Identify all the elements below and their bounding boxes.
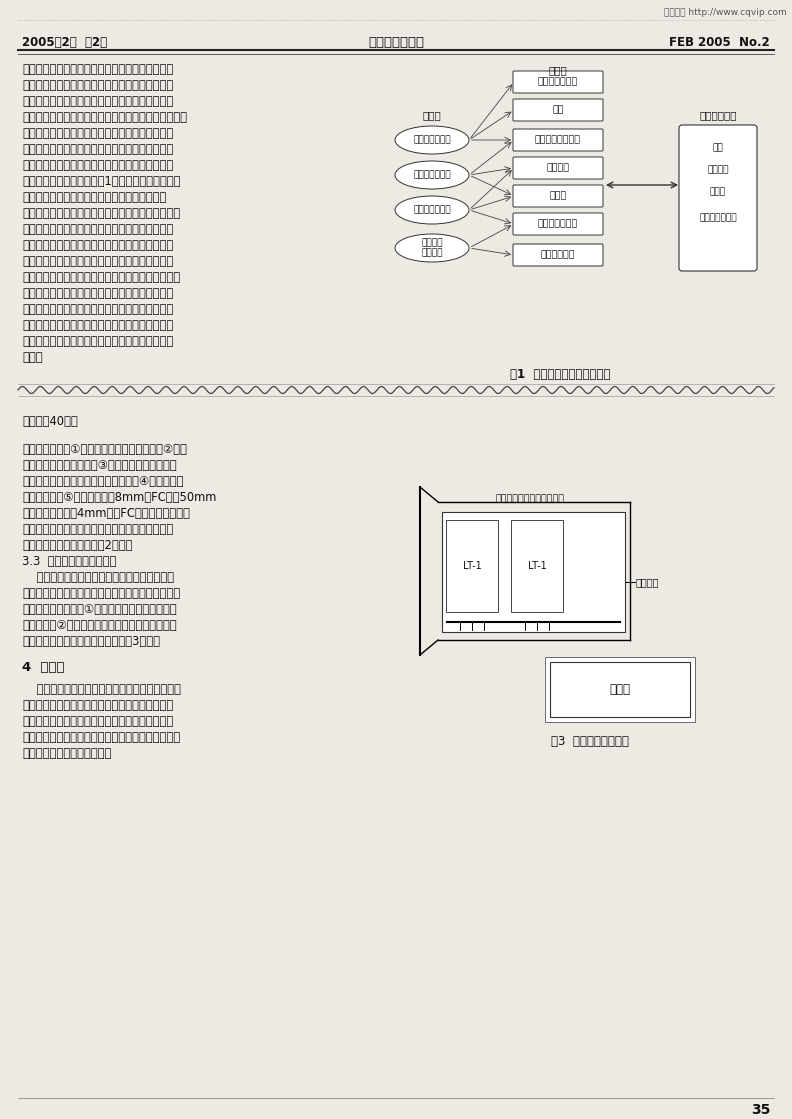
FancyBboxPatch shape [513,70,603,93]
Text: 元对象: 元对象 [549,65,567,75]
Text: 及早地考虑可能出现的噪声问题，并根据工程具体: 及早地考虑可能出现的噪声问题，并根据工程具体 [22,699,173,712]
Text: 这些全局设计变量来实现的。例如遮阳构件能明显: 这些全局设计变量来实现的。例如遮阳构件能明显 [22,239,173,252]
Ellipse shape [395,126,469,154]
Ellipse shape [395,196,469,224]
FancyBboxPatch shape [513,244,603,266]
Text: 建筑物几何尺寸: 建筑物几何尺寸 [538,77,578,86]
Text: 朝向: 朝向 [713,143,723,152]
Bar [511,520,563,612]
Text: 们采取了以下措施：①将原定的冷却塔改为超低噪: 们采取了以下措施：①将原定的冷却塔改为超低噪 [22,603,177,615]
Text: FEB 2005  No.2: FEB 2005 No.2 [669,36,770,49]
Text: （上接第40页）: （上接第40页） [22,415,78,427]
Text: 隔声防火门；⑤机房天花加装8mm厚FC板，50mm: 隔声防火门；⑤机房天花加装8mm厚FC板，50mm [22,491,216,504]
Text: 的共同设计目标，需要各专业人员多次协商以获得: 的共同设计目标，需要各专业人员多次协商以获得 [22,143,173,156]
Text: 隔震带，并用超细玻璃棉将孔洞填实；④机房门改为: 隔震带，并用超细玻璃棉将孔洞填实；④机房门改为 [22,474,184,488]
Text: 的生态质量，那么在模拟分析过程中就要特别强调: 的生态质量，那么在模拟分析过程中就要特别强调 [22,63,173,76]
Text: 降低建筑能耗，但遮阳构件也在一定程度上阻碍了: 降低建筑能耗，但遮阳构件也在一定程度上阻碍了 [22,255,173,267]
Text: 向、各种体形建筑的布置及其间距控制等方面的大: 向、各种体形建筑的布置及其间距控制等方面的大 [22,95,173,109]
Text: 全局设计变量: 全局设计变量 [699,110,737,120]
Bar [446,520,498,612]
Text: 窗墙比: 窗墙比 [710,188,726,197]
Text: 35: 35 [751,1103,770,1117]
Text: 隔声屏障: 隔声屏障 [636,577,660,587]
Text: 日照和节能创造良好的外部条件。对于细节设计中: 日照和节能创造良好的外部条件。对于细节设计中 [22,126,173,140]
Text: 朝向: 朝向 [552,105,564,114]
Text: 降噪措施如下：①管道支架上装吊式减震器；②墙上: 降噪措施如下：①管道支架上装吊式减震器；②墙上 [22,443,187,457]
Text: 3.3  某宾馆屋顶空调冷却塔: 3.3 某宾馆屋顶空调冷却塔 [22,555,116,568]
Text: 效果。: 效果。 [22,351,43,364]
Text: 前提下分析其对自然通风的影响和对节能的贡献，: 前提下分析其对自然通风的影响和对节能的贡献， [22,303,173,316]
Text: 整个过程需要建筑师多次进行方案调整，同时建筑: 整个过程需要建筑师多次进行方案调整，同时建筑 [22,319,173,332]
Text: 2005年2月  第2期: 2005年2月 第2期 [22,36,107,49]
Text: LT-1: LT-1 [463,561,482,571]
Text: 措施后健身房的噪声问题得到了较彻底的解决，其: 措施后健身房的噪声问题得到了较彻底的解决，其 [22,523,173,536]
Text: 声冷却塔；②在冷却塔邻近干休所的两侧增设高于: 声冷却塔；②在冷却塔邻近干休所的两侧增设高于 [22,619,177,632]
Text: 装前就已提出异议，为了控制冷却塔的运行噪声，我: 装前就已提出异议，为了控制冷却塔的运行噪声，我 [22,587,180,600]
Text: 冷却塔的隔声屏障。其平面布置如图3所示。: 冷却塔的隔声屏障。其平面布置如图3所示。 [22,634,160,648]
Bar [545,657,695,722]
Text: 可开启外窗面积: 可开启外窗面积 [699,214,737,223]
Text: 象，即元活动的设计变量。定义各元活动公共的元对: 象，即元活动的设计变量。定义各元活动公共的元对 [22,207,180,220]
Text: 室内自然通风，减少了日照时间和影响视野，因此在: 室内自然通风，减少了日照时间和影响视野，因此在 [22,271,180,284]
FancyBboxPatch shape [513,157,603,179]
Text: 遮阳设计: 遮阳设计 [546,163,569,172]
Text: 广东土木与建筑: 广东土木与建筑 [368,36,424,49]
Text: 超低噪声方形横流式冷却塔: 超低噪声方形横流式冷却塔 [496,493,565,504]
Text: 遮阳设计: 遮阳设计 [707,166,729,175]
Text: 最佳结果。全局变量优化方法可以综合平衡各方利: 最佳结果。全局变量优化方法可以综合平衡各方利 [22,159,173,172]
Text: 总之，在民用建筑空调工程设计和施工阶段，要: 总之，在民用建筑空调工程设计和施工阶段，要 [22,683,181,696]
Text: 能发挥较好的实际运行效果。: 能发挥较好的实际运行效果。 [22,747,112,760]
Text: 管架采用管道弹性支架；③管道穿楼板处管道上贴: 管架采用管道弹性支架；③管道穿楼板处管道上贴 [22,459,177,472]
Text: 建筑光环境分析: 建筑光环境分析 [413,170,451,179]
Text: 象为全局设计变量，各元活动的协同就是通过调整: 象为全局设计变量，各元活动的协同就是通过调整 [22,223,173,236]
Text: 围护结构热工性能: 围护结构热工性能 [535,135,581,144]
Text: 模拟也需进行多次，才能获得各方满意的遮阳设计: 模拟也需进行多次，才能获得各方满意的遮阳设计 [22,335,173,348]
Text: 环境出发，做好小区规划，给单体的自然通风、采光、: 环境出发，做好小区规划，给单体的自然通风、采光、 [22,111,187,124]
Text: 可开启外窗面积: 可开启外窗面积 [538,219,578,228]
Text: 4  结束语: 4 结束语 [22,661,64,674]
Text: 窗墙比: 窗墙比 [550,191,566,200]
Text: 全局观念，先以小区整体为研究对象，从小区的走: 全局观念，先以小区整体为研究对象，从小区的走 [22,79,173,92]
Bar [442,513,625,632]
Text: 由于附近建有一干休所住宅楼，故在冷却塔安: 由于附近建有一干休所住宅楼，故在冷却塔安 [22,571,174,584]
Bar [550,662,690,717]
FancyBboxPatch shape [513,185,603,207]
Text: 改造前后的平面布置图如图2所示。: 改造前后的平面布置图如图2所示。 [22,539,132,552]
Ellipse shape [395,161,469,189]
Text: 材料隔音性能: 材料隔音性能 [541,251,575,260]
FancyBboxPatch shape [513,98,603,121]
Text: 情况结合考虑需要投入的资金来确定合理的噪声控: 情况结合考虑需要投入的资金来确定合理的噪声控 [22,715,173,728]
Text: 建筑热环境分析: 建筑热环境分析 [413,135,451,144]
Text: 制方案，这样在增加合理的资金投入后，空调系统将: 制方案，这样在增加合理的资金投入后，空调系统将 [22,731,180,744]
Text: 建筑声环境分析: 建筑声环境分析 [413,206,451,215]
Text: 图3  冷却塔平面布置图: 图3 冷却塔平面布置图 [551,735,629,747]
Text: 元活动: 元活动 [423,110,441,120]
Text: 维普资讯 http://www.cqvip.com: 维普资讯 http://www.cqvip.com [664,8,787,17]
Text: 益，获得全局最佳解。如图1所示，全局变量优化方: 益，获得全局最佳解。如图1所示，全局变量优化方 [22,175,181,188]
FancyBboxPatch shape [679,125,757,271]
Text: 设计遮阳构件时应首先保证居室的日照质量，在此: 设计遮阳构件时应首先保证居室的日照质量，在此 [22,286,173,300]
Text: 住宅楼: 住宅楼 [610,683,630,696]
Text: 法将设计过程中的各元活动分解成一系列的元对: 法将设计过程中的各元活动分解成一系列的元对 [22,191,166,204]
Ellipse shape [395,234,469,262]
FancyBboxPatch shape [513,213,603,235]
Text: 图1  全局变量协同设计流程图: 图1 全局变量协同设计流程图 [510,368,610,380]
Text: 厚的超细玻璃棉和4mm厚的FC穿孔板。采取上述: 厚的超细玻璃棉和4mm厚的FC穿孔板。采取上述 [22,507,190,520]
Text: LT-1: LT-1 [527,561,546,571]
Text: 室内空气
环境分析: 室内空气 环境分析 [421,238,443,257]
FancyBboxPatch shape [513,129,603,151]
